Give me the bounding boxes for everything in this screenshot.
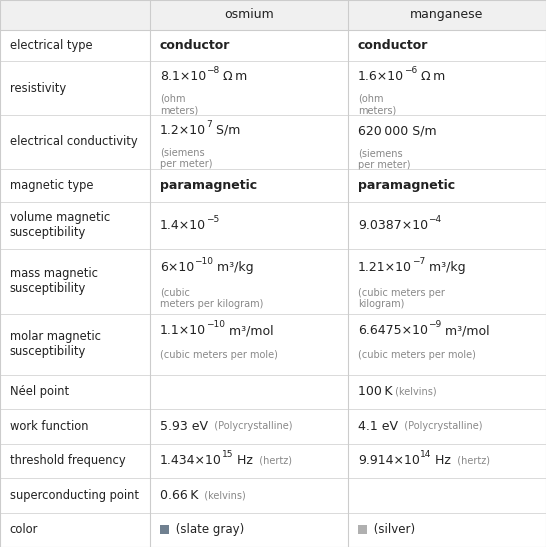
Text: 5.93 eV: 5.93 eV xyxy=(160,420,208,433)
Text: Néel point: Néel point xyxy=(10,385,69,398)
Text: conductor: conductor xyxy=(160,39,230,52)
Text: (hertz): (hertz) xyxy=(253,456,292,465)
Text: −9: −9 xyxy=(428,321,441,329)
Text: 0.66 K: 0.66 K xyxy=(160,489,198,502)
Text: electrical conductivity: electrical conductivity xyxy=(10,136,138,148)
Text: −10: −10 xyxy=(206,321,225,329)
Bar xyxy=(0,0,546,30)
Text: m³/mol: m³/mol xyxy=(441,324,490,337)
Text: osmium: osmium xyxy=(224,8,274,21)
Text: 7: 7 xyxy=(206,120,212,129)
Text: Hz: Hz xyxy=(233,454,253,467)
Text: (Polycrystalline): (Polycrystalline) xyxy=(208,421,293,431)
Text: magnetic type: magnetic type xyxy=(10,179,93,192)
Text: resistivity: resistivity xyxy=(10,82,66,95)
Text: (Polycrystalline): (Polycrystalline) xyxy=(398,421,483,431)
Text: (cubic meters per mole): (cubic meters per mole) xyxy=(358,350,476,360)
Text: 100 K: 100 K xyxy=(358,385,393,398)
Text: 15: 15 xyxy=(222,450,233,459)
Text: 1.2×10: 1.2×10 xyxy=(160,124,206,137)
Text: S/m: S/m xyxy=(212,124,240,137)
Text: −4: −4 xyxy=(428,215,441,224)
Text: −6: −6 xyxy=(404,66,417,75)
Text: (silver): (silver) xyxy=(370,523,415,536)
Text: m³/kg: m³/kg xyxy=(213,260,254,274)
Text: 6×10: 6×10 xyxy=(160,260,194,274)
Text: −7: −7 xyxy=(412,257,425,266)
Text: (ohm
meters): (ohm meters) xyxy=(160,94,198,115)
Text: paramagnetic: paramagnetic xyxy=(160,179,257,192)
Text: molar magnetic
susceptibility: molar magnetic susceptibility xyxy=(10,330,101,358)
Text: 8.1×10: 8.1×10 xyxy=(160,70,206,83)
Text: electrical type: electrical type xyxy=(10,39,92,52)
Text: superconducting point: superconducting point xyxy=(10,489,139,502)
Text: (kelvins): (kelvins) xyxy=(198,490,246,501)
Text: (cubic meters per
kilogram): (cubic meters per kilogram) xyxy=(358,288,445,310)
Text: (cubic meters per mole): (cubic meters per mole) xyxy=(160,350,278,360)
Bar xyxy=(160,525,169,534)
Text: −10: −10 xyxy=(194,257,213,266)
Text: (cubic
meters per kilogram): (cubic meters per kilogram) xyxy=(160,288,263,310)
Text: 1.6×10: 1.6×10 xyxy=(358,70,404,83)
Text: (ohm
meters): (ohm meters) xyxy=(358,94,396,115)
Text: work function: work function xyxy=(10,420,88,433)
Text: m³/kg: m³/kg xyxy=(425,260,466,274)
Text: 9.0387×10: 9.0387×10 xyxy=(358,219,428,232)
Text: 1.1×10: 1.1×10 xyxy=(160,324,206,337)
Text: manganese: manganese xyxy=(411,8,484,21)
Text: 620 000 S/m: 620 000 S/m xyxy=(358,125,437,138)
Text: 4.1 eV: 4.1 eV xyxy=(358,420,398,433)
Text: −5: −5 xyxy=(206,215,219,224)
Text: (hertz): (hertz) xyxy=(451,456,490,465)
Text: Ω m: Ω m xyxy=(417,70,446,83)
Text: 9.914×10: 9.914×10 xyxy=(358,454,420,467)
Text: threshold frequency: threshold frequency xyxy=(10,454,126,467)
Text: 1.4×10: 1.4×10 xyxy=(160,219,206,232)
Text: Ω m: Ω m xyxy=(219,70,248,83)
Text: 1.434×10: 1.434×10 xyxy=(160,454,222,467)
Text: 14: 14 xyxy=(420,450,431,459)
Text: conductor: conductor xyxy=(358,39,428,52)
Text: mass magnetic
susceptibility: mass magnetic susceptibility xyxy=(10,267,98,295)
Bar xyxy=(358,525,366,534)
Text: Hz: Hz xyxy=(431,454,451,467)
Text: 6.6475×10: 6.6475×10 xyxy=(358,324,428,337)
Text: m³/mol: m³/mol xyxy=(225,324,274,337)
Text: volume magnetic
susceptibility: volume magnetic susceptibility xyxy=(10,212,110,240)
Text: paramagnetic: paramagnetic xyxy=(358,179,455,192)
Text: −8: −8 xyxy=(206,66,219,75)
Text: (siemens
per meter): (siemens per meter) xyxy=(160,147,212,169)
Text: color: color xyxy=(10,523,38,536)
Text: (kelvins): (kelvins) xyxy=(393,387,437,397)
Text: 1.21×10: 1.21×10 xyxy=(358,260,412,274)
Text: (siemens
per meter): (siemens per meter) xyxy=(358,148,411,170)
Text: (slate gray): (slate gray) xyxy=(172,523,244,536)
